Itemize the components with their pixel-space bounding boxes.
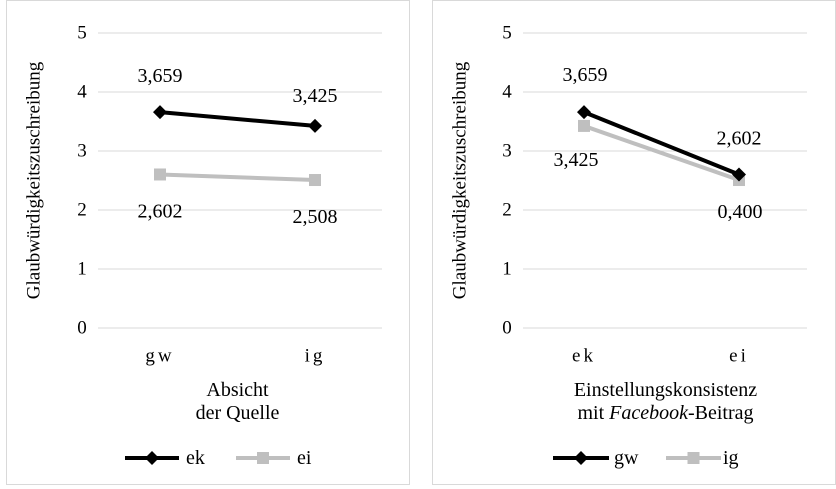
series-line-ig: [583, 124, 740, 182]
y-tick-label: 2: [77, 200, 87, 221]
data-label: 3,659: [563, 64, 608, 86]
series-line-gw: [583, 110, 740, 177]
data-point-gw: [577, 105, 591, 120]
data-point-ek: [153, 105, 167, 120]
legend-label: ei: [297, 447, 312, 469]
y-tick-label: 3: [502, 141, 512, 162]
series-line-ek: [159, 110, 316, 128]
x-tick-label: ei: [729, 346, 749, 367]
legend-label: ig: [723, 447, 739, 469]
x-axis-title-part: Facebook: [608, 402, 689, 424]
y-tick-label: 4: [77, 82, 87, 103]
y-tick-label: 1: [502, 259, 512, 280]
data-label: 3,425: [554, 149, 599, 171]
line-chart-left: 0 1 2 3 4 5 Glaubwürdigkeitszuschreibung gw ig Ab…: [24, 23, 382, 469]
x-axis-title: der Quelle: [196, 402, 280, 424]
data-label: 2,508: [293, 206, 338, 228]
data-label: 0,400: [718, 201, 763, 223]
x-axis-title-part: -Beitrag: [688, 402, 754, 424]
legend-marker-ig: [687, 452, 700, 464]
x-axis-title: Absicht: [206, 379, 269, 401]
y-tick-label: 0: [502, 318, 512, 339]
data-point-gw: [732, 167, 746, 182]
y-axis-title: Glaubwürdigkeitszuschreibung: [24, 61, 45, 299]
y-tick-label: 5: [77, 23, 87, 44]
x-tick-label: ig: [305, 346, 326, 367]
chart-panel-right: 0 1 2 3 4 5 Glaubwürdigkeitszuschreibung ek ei Ei…: [432, 0, 836, 485]
legend-marker-ei: [257, 452, 269, 464]
x-tick-label: gw: [145, 346, 174, 367]
y-tick-label: 5: [502, 23, 512, 44]
data-point-ei: [154, 168, 166, 181]
series-line-ei: [159, 172, 316, 183]
legend-label: ek: [186, 447, 205, 469]
x-tick-label: ek: [572, 346, 596, 367]
y-tick-label: 4: [502, 82, 512, 103]
data-label: 3,425: [293, 85, 338, 107]
line-chart-right: 0 1 2 3 4 5 Glaubwürdigkeitszuschreibung ek ei Ei…: [450, 23, 807, 469]
y-tick-label: 3: [77, 141, 87, 162]
y-axis-title: Glaubwürdigkeitszuschreibung: [450, 61, 471, 299]
x-axis-title-part: mit: [577, 402, 609, 424]
x-axis-title: Einstellungskonsistenz: [574, 379, 757, 401]
y-tick-label: 1: [77, 259, 87, 280]
data-point-ei: [309, 174, 321, 187]
y-tick-label: 0: [77, 318, 87, 339]
legend-label: gw: [614, 447, 639, 469]
data-point-ig: [578, 119, 590, 132]
legend-marker-ek: [145, 451, 159, 465]
legend-marker-gw: [574, 451, 588, 465]
data-label: 3,659: [138, 65, 183, 87]
data-label: 2,602: [138, 200, 183, 222]
data-point-ek: [308, 118, 322, 133]
x-axis-title: mit Facebook-Beitrag: [577, 402, 753, 424]
y-tick-label: 2: [502, 200, 512, 221]
chart-panel-left: 0 1 2 3 4 5 Glaubwürdigkeitszuschreibung gw ig Ab…: [6, 0, 410, 485]
data-label: 2,602: [717, 127, 762, 149]
